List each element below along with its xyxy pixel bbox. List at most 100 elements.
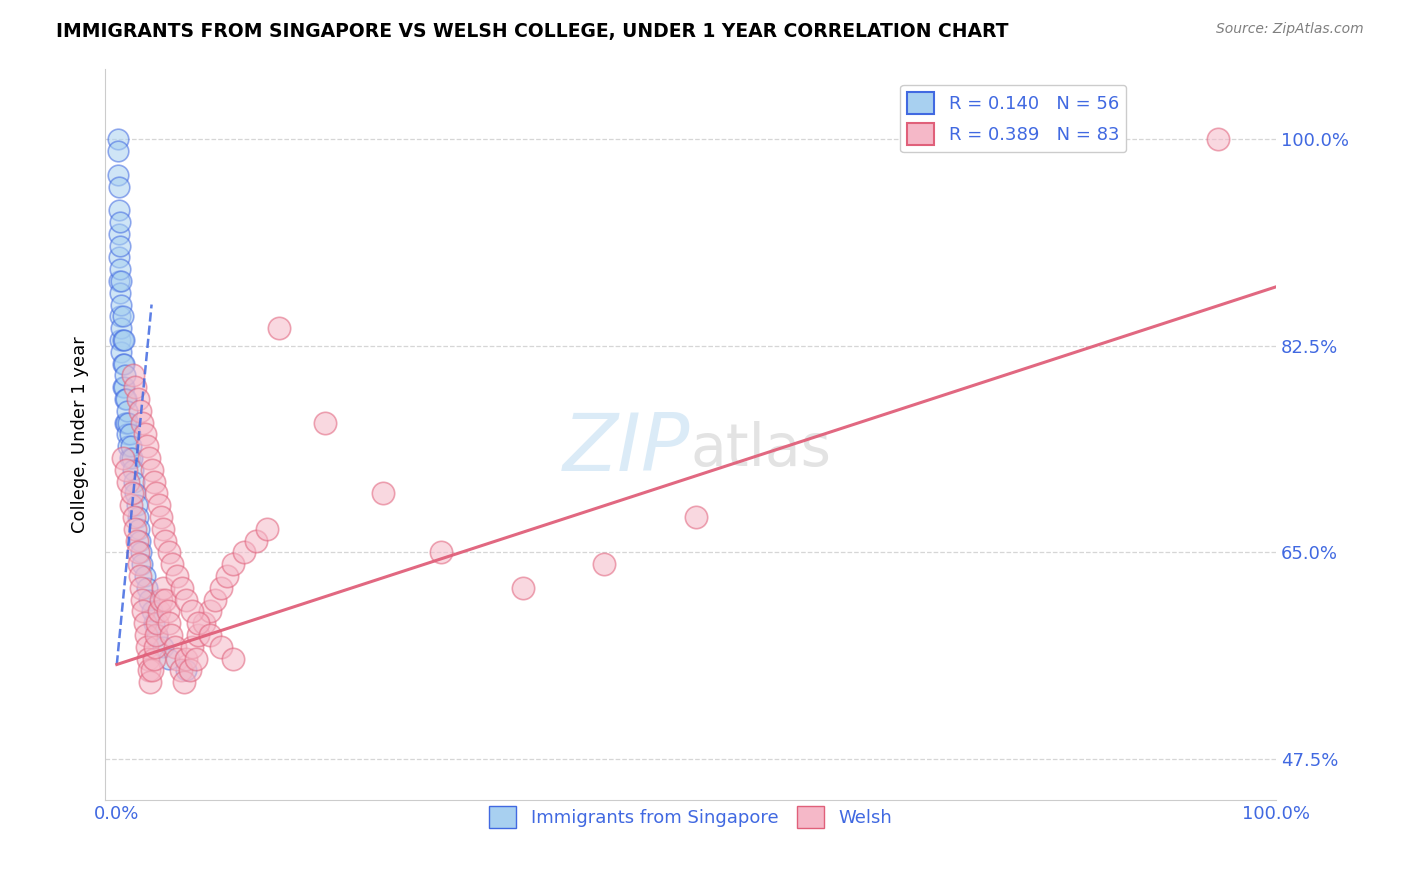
Point — [148, 604, 170, 618]
Point — [149, 510, 172, 524]
Point — [141, 664, 163, 678]
Point — [122, 510, 145, 524]
Point — [110, 274, 132, 288]
Point — [128, 557, 150, 571]
Point — [107, 168, 129, 182]
Point — [512, 581, 534, 595]
Point — [111, 310, 134, 324]
Point — [222, 557, 245, 571]
Point — [198, 628, 221, 642]
Point — [256, 522, 278, 536]
Point — [135, 628, 157, 642]
Point — [136, 439, 159, 453]
Point — [148, 498, 170, 512]
Point — [112, 380, 135, 394]
Point — [121, 486, 143, 500]
Point — [209, 640, 232, 654]
Point — [152, 581, 174, 595]
Text: IMMIGRANTS FROM SINGAPORE VS WELSH COLLEGE, UNDER 1 YEAR CORRELATION CHART: IMMIGRANTS FROM SINGAPORE VS WELSH COLLE… — [56, 22, 1008, 41]
Point — [145, 628, 167, 642]
Point — [134, 569, 156, 583]
Point — [149, 592, 172, 607]
Point — [136, 581, 159, 595]
Point — [118, 450, 141, 465]
Point — [157, 651, 180, 665]
Point — [122, 475, 145, 489]
Point — [138, 664, 160, 678]
Point — [181, 604, 204, 618]
Point — [114, 368, 136, 383]
Point — [179, 664, 201, 678]
Point — [110, 215, 132, 229]
Point — [117, 416, 139, 430]
Point — [141, 604, 163, 618]
Point — [124, 486, 146, 500]
Point — [125, 533, 148, 548]
Point — [127, 545, 149, 559]
Point — [110, 310, 132, 324]
Point — [143, 640, 166, 654]
Point — [139, 675, 162, 690]
Point — [134, 427, 156, 442]
Point — [146, 628, 169, 642]
Point — [120, 439, 142, 453]
Text: Source: ZipAtlas.com: Source: ZipAtlas.com — [1216, 22, 1364, 37]
Point — [108, 274, 131, 288]
Point — [157, 545, 180, 559]
Point — [129, 569, 152, 583]
Point — [166, 569, 188, 583]
Point — [111, 333, 134, 347]
Point — [134, 616, 156, 631]
Point — [138, 450, 160, 465]
Point — [108, 203, 131, 218]
Point — [110, 262, 132, 277]
Point — [373, 486, 395, 500]
Point — [233, 545, 256, 559]
Point — [193, 616, 215, 631]
Point — [129, 403, 152, 417]
Point — [176, 664, 198, 678]
Point — [111, 380, 134, 394]
Point — [169, 664, 191, 678]
Y-axis label: College, Under 1 year: College, Under 1 year — [72, 336, 89, 533]
Point — [314, 416, 336, 430]
Point — [184, 651, 207, 665]
Point — [430, 545, 453, 559]
Point — [128, 522, 150, 536]
Point — [1206, 132, 1229, 146]
Point — [108, 251, 131, 265]
Legend: Immigrants from Singapore, Welsh: Immigrants from Singapore, Welsh — [482, 798, 898, 835]
Point — [132, 604, 155, 618]
Point — [110, 321, 132, 335]
Point — [138, 592, 160, 607]
Point — [129, 545, 152, 559]
Point — [111, 357, 134, 371]
Point — [117, 475, 139, 489]
Point — [110, 333, 132, 347]
Point — [107, 132, 129, 146]
Point — [267, 321, 290, 335]
Point — [176, 592, 198, 607]
Point — [131, 592, 153, 607]
Point — [107, 144, 129, 158]
Point — [112, 333, 135, 347]
Point — [136, 651, 159, 665]
Point — [120, 498, 142, 512]
Point — [118, 427, 141, 442]
Point — [163, 640, 186, 654]
Point — [162, 557, 184, 571]
Point — [209, 581, 232, 595]
Point — [110, 344, 132, 359]
Point — [115, 392, 138, 406]
Point — [136, 640, 159, 654]
Point — [131, 557, 153, 571]
Point — [187, 616, 209, 631]
Point — [155, 533, 177, 548]
Point — [131, 416, 153, 430]
Point — [127, 510, 149, 524]
Point — [215, 569, 238, 583]
Point — [146, 616, 169, 631]
Point — [187, 628, 209, 642]
Point — [115, 403, 138, 417]
Point — [152, 522, 174, 536]
